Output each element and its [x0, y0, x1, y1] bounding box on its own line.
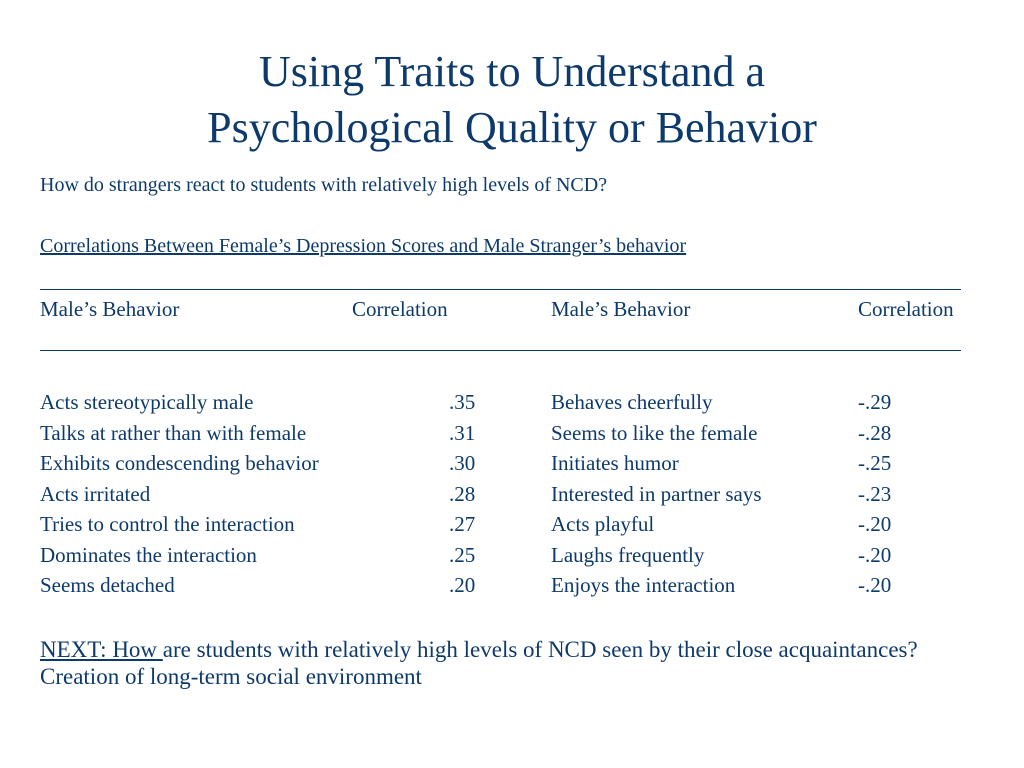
behavior-negative: Laughs frequently	[551, 542, 705, 567]
table-caption: Correlations Between Female’s Depression…	[40, 235, 687, 257]
behavior-negative: Initiates humor	[551, 451, 679, 475]
slide-title: Using Traits to Understand a Psychologic…	[0, 44, 1024, 156]
correlation-negative: -.25	[858, 451, 892, 475]
behavior-negative: Enjoys the interaction	[551, 573, 736, 597]
correlation-table-body: Acts stereotypically male .35 Behaves ch…	[0, 389, 1024, 603]
behavior-negative: Behaves cheerfully	[551, 390, 713, 414]
correlation-positive: .30	[449, 451, 476, 475]
behavior-negative: Interested in partner says	[551, 481, 762, 506]
correlation-negative: -.29	[858, 390, 892, 414]
table-row: Tries to control the interaction .27 Act…	[0, 511, 1024, 542]
behavior-positive: Dominates the interaction	[40, 542, 257, 567]
behavior-positive: Talks at rather than with female	[40, 420, 307, 445]
table-top-rule	[40, 289, 961, 290]
correlation-negative: -.28	[858, 420, 892, 445]
table-row: Acts irritated .28 Interested in partner…	[0, 481, 1024, 512]
behavior-positive: Seems detached	[40, 573, 175, 597]
behavior-positive: Tries to control the interaction	[40, 512, 295, 536]
question-text: How do strangers react to students with …	[40, 174, 608, 196]
table-header-rule	[40, 350, 961, 351]
header-correlation-1: Correlation	[352, 297, 448, 321]
correlation-negative: -.20	[858, 573, 892, 597]
behavior-positive: Exhibits condescending behavior	[40, 451, 319, 475]
correlation-positive: .28	[449, 481, 476, 506]
table-row: Seems detached .20 Enjoys the interactio…	[0, 572, 1024, 603]
behavior-negative: Acts playful	[551, 512, 655, 536]
header-male-behavior-1: Male’s Behavior	[40, 297, 180, 321]
next-question: NEXT: How are students with relatively h…	[40, 636, 980, 690]
table-row: Exhibits condescending behavior .30 Init…	[0, 450, 1024, 481]
correlation-positive: .35	[449, 390, 476, 414]
correlation-positive: .25	[449, 542, 476, 567]
behavior-negative: Seems to like the female	[551, 420, 758, 445]
header-correlation-2: Correlation	[858, 297, 954, 321]
table-row: Talks at rather than with female .31 See…	[0, 420, 1024, 451]
behavior-positive: Acts irritated	[40, 481, 151, 506]
correlation-negative: -.23	[858, 481, 892, 506]
slide-title-line-2: Psychological Quality or Behavior	[207, 103, 817, 152]
next-body: are students with relatively high levels…	[40, 637, 918, 689]
table-row: Acts stereotypically male .35 Behaves ch…	[0, 389, 1024, 420]
correlation-positive: .27	[449, 512, 476, 536]
correlation-positive: .31	[449, 420, 476, 445]
behavior-positive: Acts stereotypically male	[40, 390, 254, 414]
correlation-negative: -.20	[858, 542, 892, 567]
correlation-negative: -.20	[858, 512, 892, 536]
slide-title-line-1: Using Traits to Understand a	[259, 47, 765, 96]
table-row: Dominates the interaction .25 Laughs fre…	[0, 542, 1024, 573]
next-lead: NEXT: How	[40, 637, 163, 662]
correlation-positive: .20	[449, 573, 476, 597]
header-male-behavior-2: Male’s Behavior	[551, 297, 691, 321]
